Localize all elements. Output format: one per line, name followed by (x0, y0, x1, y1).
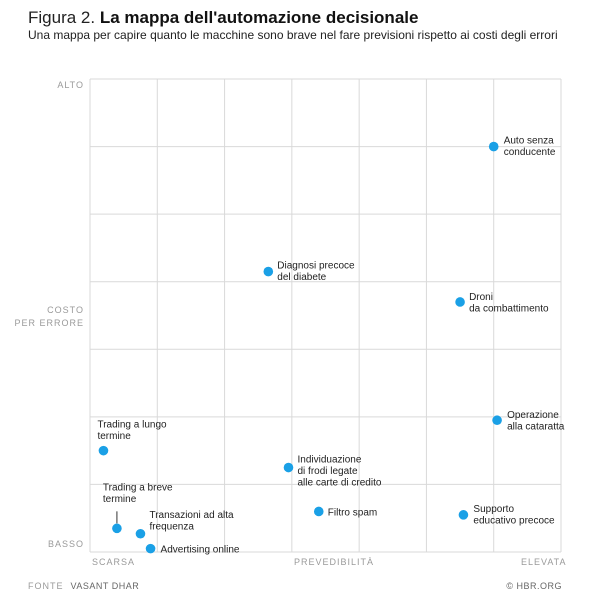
data-label-line: Auto senza (504, 136, 554, 147)
data-label-line: alle carte di credito (297, 478, 381, 489)
data-label-line: Transazioni ad alta (149, 510, 234, 521)
data-label-line: del diabete (277, 272, 326, 283)
data-label-line: Trading a lungo (97, 420, 167, 431)
data-label: Operazione alla cataratta (507, 410, 565, 433)
data-label-line: Individuazione (297, 455, 361, 466)
x-tick-high: ELEVATA (521, 557, 567, 567)
credit: © HBR.ORG (506, 581, 562, 591)
data-label-line: termine (103, 494, 137, 505)
data-label-line: frequenza (149, 521, 194, 532)
data-point (112, 523, 122, 534)
y-tick-low: BASSO (47, 539, 84, 549)
data-label: Filtro spam (328, 507, 377, 518)
chart-title: Figura 2. La mappa dell'automazione deci… (28, 8, 418, 28)
data-point (135, 528, 146, 539)
data-point (98, 445, 109, 456)
data-label-line: Advertising online (161, 545, 240, 556)
data-label-line: conducente (504, 147, 556, 158)
data-label-line: Diagnosi precoce (277, 261, 355, 272)
data-label-line: termine (97, 431, 131, 442)
figure-label: Figura 2. (28, 8, 96, 27)
x-tick-low: SCARSA (92, 557, 136, 567)
data-point (145, 543, 156, 554)
data-label-line: Operazione (507, 410, 559, 421)
data-point (455, 297, 465, 307)
source-label: FONTE (28, 581, 64, 591)
data-label: Supporto educativo precoce (473, 504, 555, 526)
source-note: FONTE VASANT DHAR (28, 581, 139, 591)
y-axis-label-line-1: COSTO (47, 305, 84, 315)
data-point (492, 415, 502, 426)
data-label: Transazioni ad alta frequenza (149, 510, 234, 533)
data-point (313, 506, 324, 517)
data-label-line: da combattimento (469, 303, 549, 314)
data-label: Trading a breve termine (103, 482, 173, 505)
data-label: Trading a lungo termine (97, 420, 167, 443)
data-label: Diagnosi precoce del diabete (277, 261, 355, 284)
x-axis-label: PREVEDIBILITÀ (294, 557, 375, 567)
data-point (488, 141, 499, 152)
data-label-line: Filtro spam (328, 507, 377, 518)
data-label-line: di frodi legate (297, 466, 357, 477)
y-tick-high: ALTO (57, 80, 84, 90)
data-point (458, 510, 469, 520)
y-axis-label: COSTO PER ERRORE (14, 304, 84, 330)
data-label: Auto senza conducente (504, 136, 556, 159)
data-label-line: alla cataratta (507, 422, 565, 433)
data-label-line: Trading a breve (103, 482, 173, 493)
data-label-line: Droni (469, 292, 493, 303)
data-label: Droni da combattimento (469, 292, 549, 315)
data-point (283, 462, 294, 473)
y-axis-label-line-2: PER ERRORE (14, 318, 84, 328)
data-label: Advertising online (161, 545, 240, 556)
data-label-line: Supporto (473, 504, 514, 515)
data-point (263, 266, 274, 277)
chart-subtitle: Una mappa per capire quanto le macchine … (28, 28, 558, 42)
data-label-line: educativo precoce (473, 515, 555, 526)
source-name: VASANT DHAR (70, 581, 140, 591)
figure-title: La mappa dell'automazione decisionale (99, 8, 419, 27)
data-label: Individuazione di frodi legate alle carte … (297, 455, 381, 489)
